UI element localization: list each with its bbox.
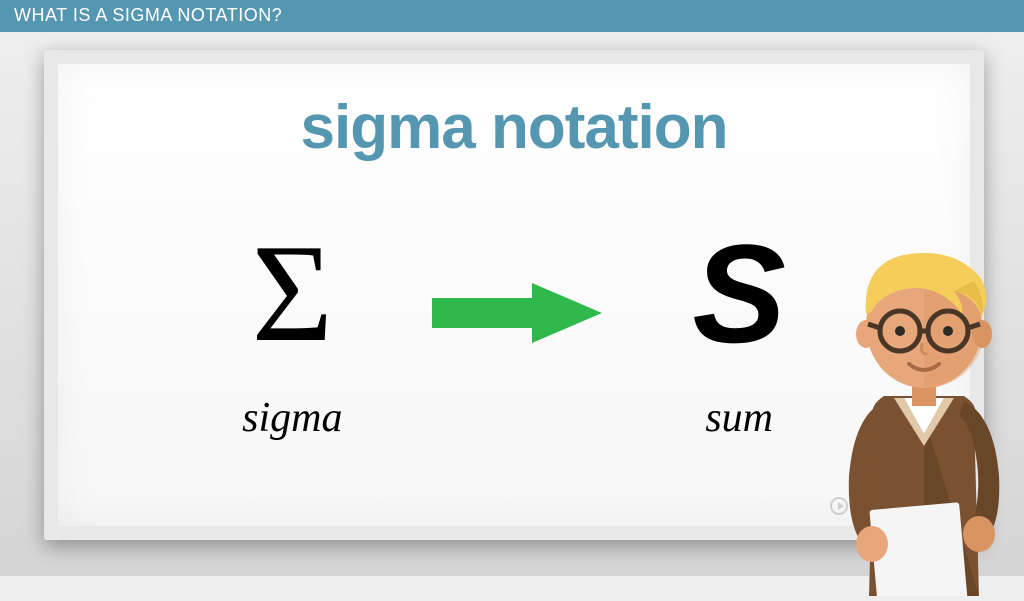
arrow-icon [432, 278, 602, 348]
board-title: sigma notation [301, 92, 728, 163]
sigma-label: sigma [242, 394, 342, 442]
header-bar: WHAT IS A SIGMA NOTATION? [0, 0, 1024, 32]
sum-label: sum [705, 394, 773, 442]
s-glyph: S [692, 224, 785, 364]
sigma-glyph: Σ [252, 224, 333, 364]
s-block: S sum [692, 224, 785, 442]
character-illustration [814, 216, 1024, 596]
header-title: WHAT IS A SIGMA NOTATION? [14, 5, 282, 25]
sigma-block: Σ sigma [242, 224, 342, 442]
